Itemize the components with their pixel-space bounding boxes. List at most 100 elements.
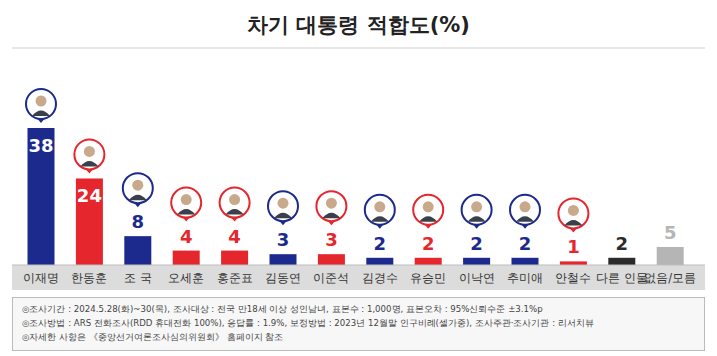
portrait-frame xyxy=(510,195,540,225)
bar xyxy=(318,254,345,265)
chart-root: 차기 대통령 적합도(%)38이재명24한동훈8조 국4오세훈4홍준표3김동연3… xyxy=(0,0,717,356)
portrait-frame xyxy=(558,198,588,228)
bar xyxy=(221,251,248,265)
data-label: 2 xyxy=(422,233,435,254)
portrait-face xyxy=(278,198,289,209)
title: 차기 대통령 적합도(%) xyxy=(247,13,470,37)
bar xyxy=(28,128,55,265)
data-label: 5 xyxy=(664,222,677,243)
category-band xyxy=(12,265,705,290)
portrait xyxy=(74,139,104,173)
bar xyxy=(463,258,490,265)
notes-box xyxy=(13,298,705,351)
data-label: 3 xyxy=(277,229,290,250)
portrait-frame xyxy=(268,191,298,221)
portrait-face xyxy=(229,194,240,205)
category-label: 한동훈 xyxy=(71,271,107,285)
category-label: 추미애 xyxy=(507,271,543,285)
data-label: 4 xyxy=(180,226,193,247)
portrait-body xyxy=(226,209,244,215)
portrait xyxy=(268,191,298,225)
portrait-body xyxy=(322,213,340,219)
portrait-frame xyxy=(220,188,250,218)
category-label: 홍준표 xyxy=(217,271,253,285)
data-label: 1 xyxy=(567,236,580,257)
note: ◎조사방법 : ARS 전화조사(RDD 휴대전화 100%), 응답률 : 1… xyxy=(22,318,594,328)
portrait-body xyxy=(516,216,534,222)
category-label: 이낙연 xyxy=(459,271,495,285)
bar xyxy=(657,247,684,265)
portrait-frame xyxy=(26,89,56,119)
bar xyxy=(366,258,393,265)
note: ◎자세한 사항은 《중앙선거여론조사심의위원회》 홈페이지 참조 xyxy=(22,332,283,342)
portrait-body xyxy=(468,216,486,222)
bars xyxy=(28,128,684,265)
portrait-face xyxy=(132,180,143,191)
title-rule xyxy=(12,48,705,49)
portrait-body xyxy=(80,161,98,167)
bar xyxy=(608,258,635,265)
data-label: 8 xyxy=(132,211,145,232)
portrait-frame xyxy=(74,139,104,169)
portrait-body xyxy=(129,195,147,201)
data-label: 2 xyxy=(374,233,387,254)
portrait xyxy=(26,89,56,123)
category-label: 다른 인물 xyxy=(596,271,648,285)
portrait xyxy=(365,195,395,229)
background xyxy=(0,0,717,356)
category-label: 오세훈 xyxy=(168,271,204,285)
portrait-face xyxy=(423,201,434,212)
portrait-body xyxy=(371,216,389,222)
portrait-body xyxy=(564,220,582,226)
portrait-body xyxy=(419,216,437,222)
portrait xyxy=(413,195,443,229)
portrait xyxy=(316,191,346,225)
bar xyxy=(415,258,442,265)
bar xyxy=(124,236,151,265)
data-label: 24 xyxy=(77,185,102,206)
data-label: 2 xyxy=(616,233,629,254)
portrait-face xyxy=(471,201,482,212)
portrait xyxy=(220,188,250,222)
portrait xyxy=(171,188,201,222)
portrait xyxy=(123,173,153,207)
bar xyxy=(512,258,539,265)
portrait-frame xyxy=(413,195,443,225)
portrait-face xyxy=(84,146,95,157)
category-label: 안철수 xyxy=(555,271,591,285)
portrait xyxy=(510,195,540,229)
bar xyxy=(560,261,587,265)
data-label: 2 xyxy=(470,233,483,254)
bar xyxy=(173,251,200,265)
category-label: 유승민 xyxy=(410,271,446,285)
portrait-body xyxy=(32,111,50,117)
portrait-face xyxy=(520,201,531,212)
category-label: 김동연 xyxy=(265,271,301,285)
portrait-frame xyxy=(171,188,201,218)
category-label: 김경수 xyxy=(362,271,398,285)
note: ◎조사기간 : 2024.5.28(화)~30(목), 조사대상 : 전국 만1… xyxy=(22,304,543,314)
category-label: 조 국 xyxy=(124,271,152,285)
portrait xyxy=(558,198,588,232)
portrait-face xyxy=(36,96,47,107)
portrait-body xyxy=(274,213,292,219)
portrait-frame xyxy=(316,191,346,221)
portrait-face xyxy=(568,205,579,216)
data-label: 3 xyxy=(325,229,338,250)
category-label: 이준석 xyxy=(313,271,349,285)
labels: 38 이재명 24 한동훈 8 조 국 4 오세훈 4 홍준표 3 김동연 3 이준석 2 김경수 2 유승민 2 이… xyxy=(23,135,696,285)
data-label: 38 xyxy=(28,135,53,156)
data-label: 4 xyxy=(228,226,241,247)
portrait-face xyxy=(326,198,337,209)
category-label: 없음/모름 xyxy=(644,271,696,285)
portrait-body xyxy=(177,209,195,215)
category-label: 이재명 xyxy=(23,271,59,285)
portrait-face xyxy=(374,201,385,212)
data-label: 2 xyxy=(519,233,532,254)
bar xyxy=(270,254,297,265)
portrait-frame xyxy=(365,195,395,225)
baseline xyxy=(12,265,705,266)
portrait-frame xyxy=(123,173,153,203)
portrait xyxy=(462,195,492,229)
bar xyxy=(76,178,103,265)
